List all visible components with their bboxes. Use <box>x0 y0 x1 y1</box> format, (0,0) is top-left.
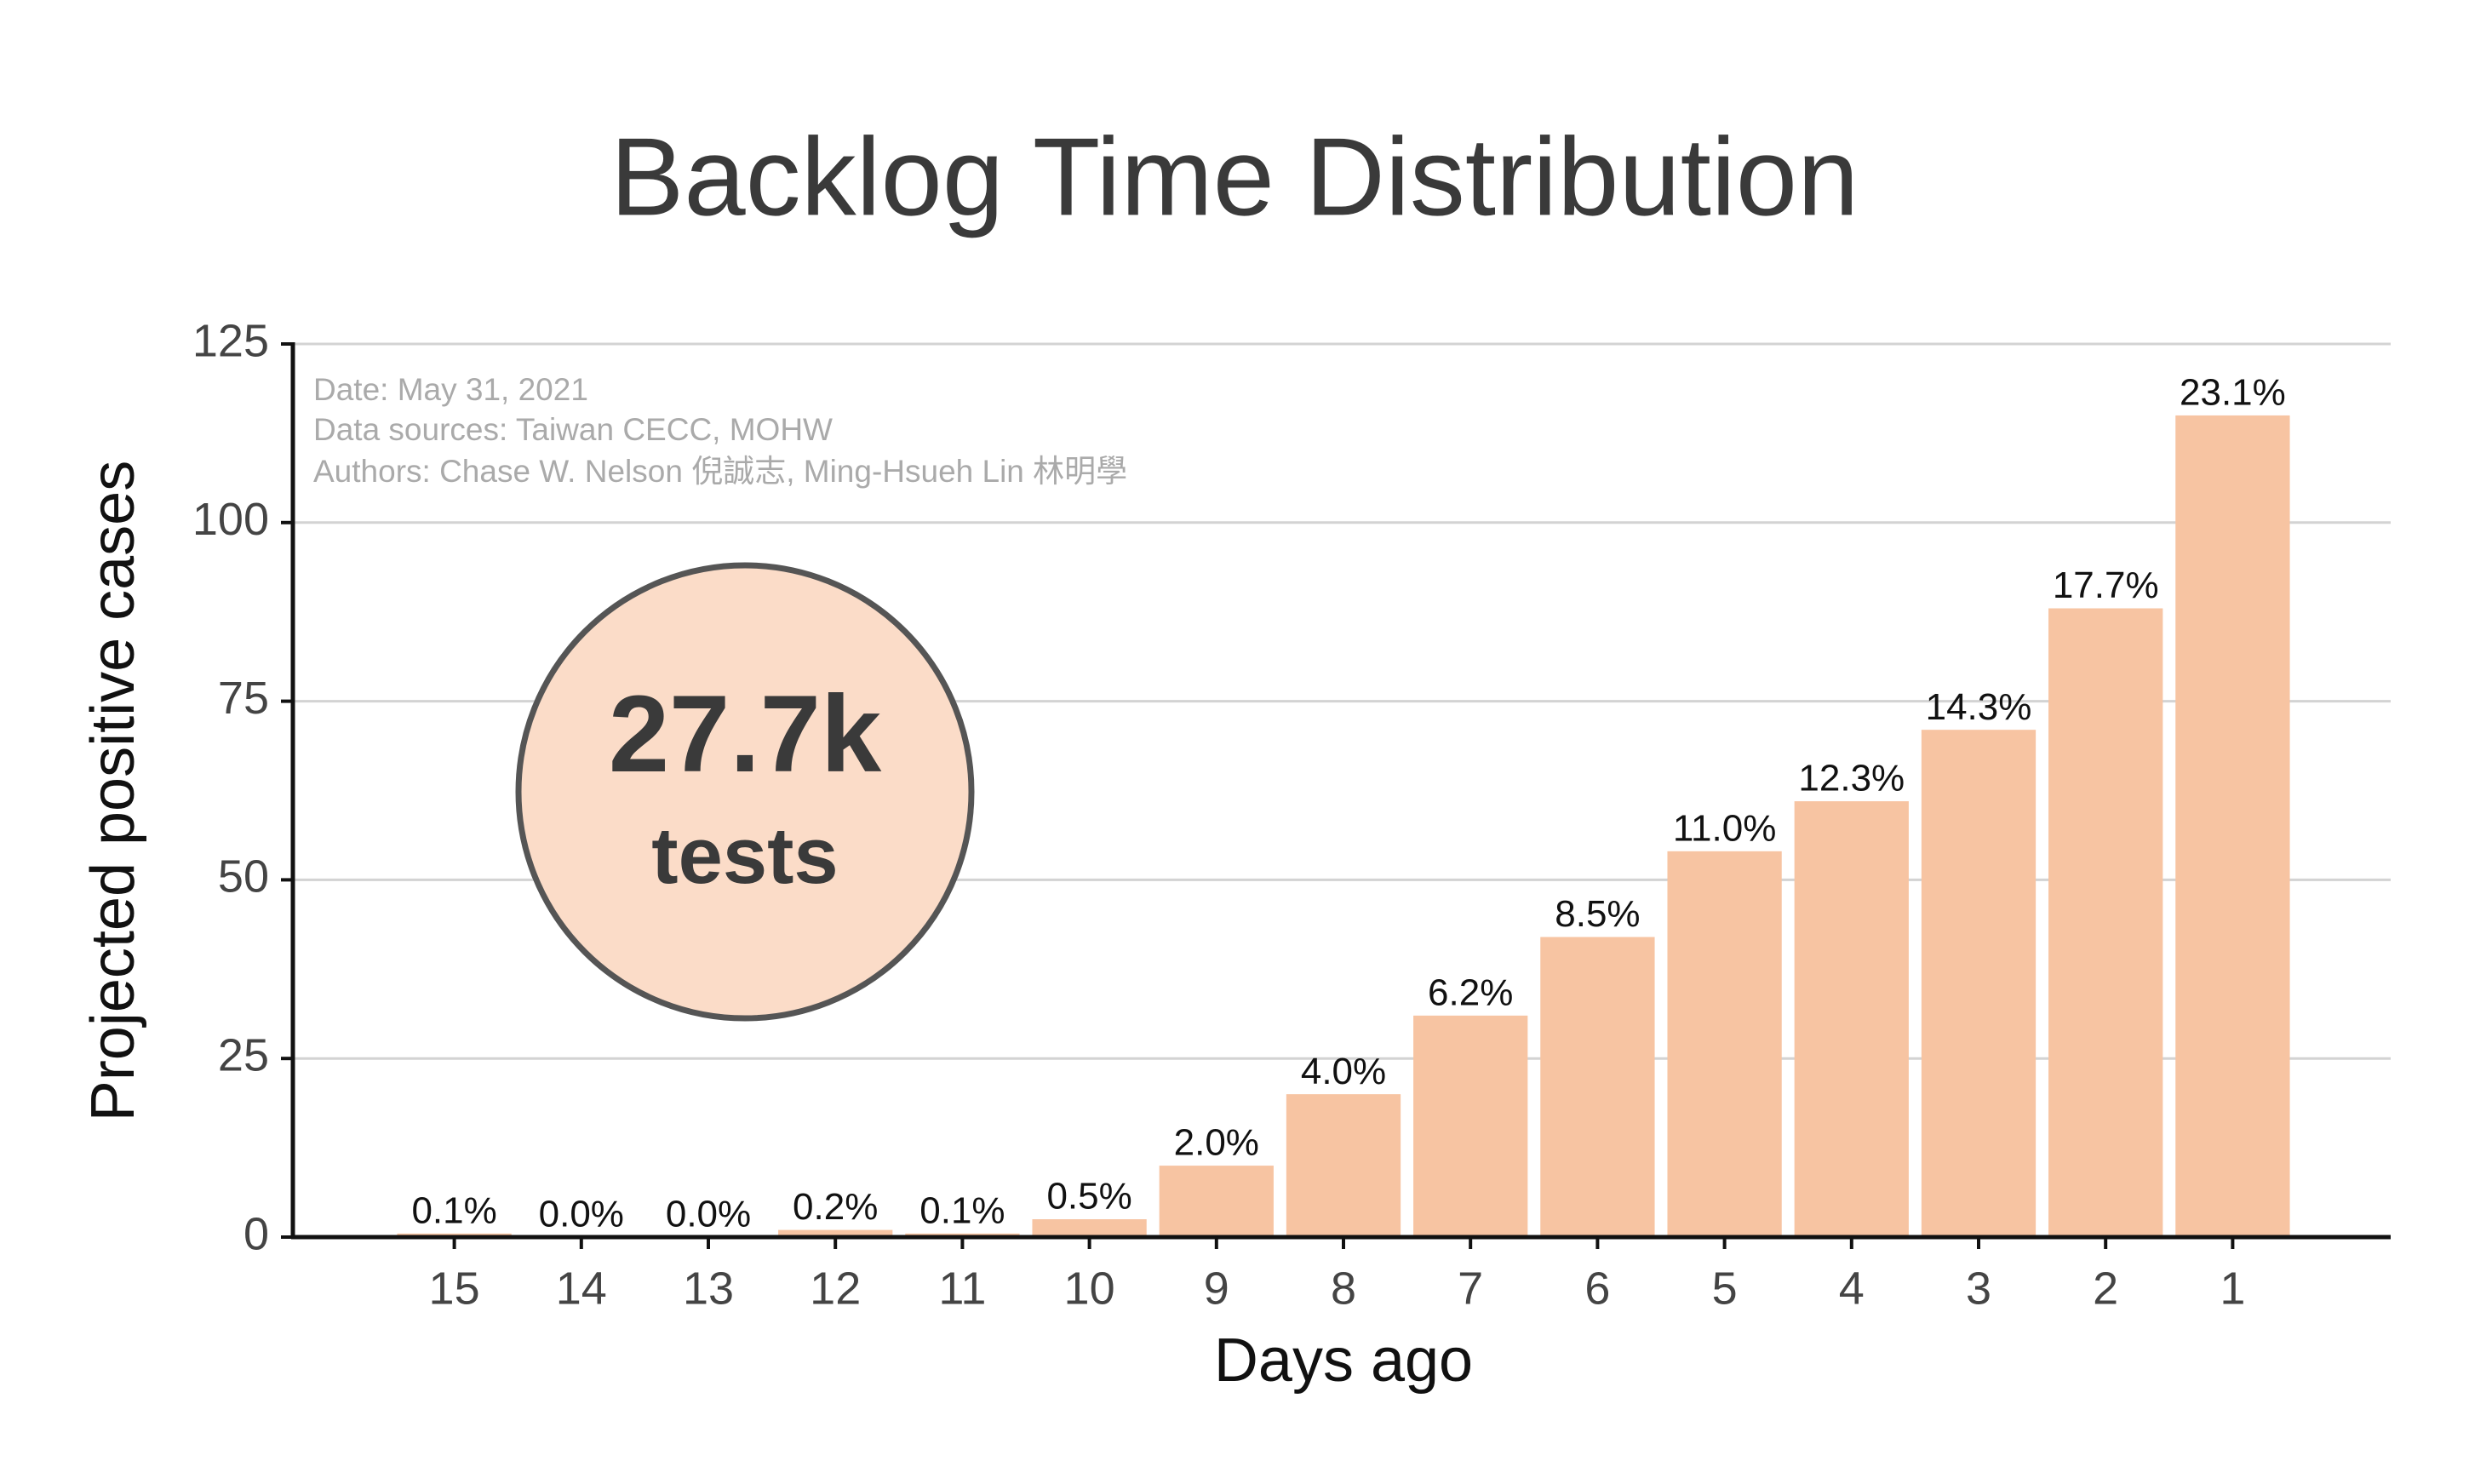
bar-label: 6.2% <box>1428 971 1513 1013</box>
bar <box>1159 1166 1274 1237</box>
x-tick-label: 5 <box>1712 1263 1738 1314</box>
bar-label: 8.5% <box>1555 893 1640 935</box>
x-tick-label: 11 <box>938 1263 986 1314</box>
bar <box>1413 1015 1528 1237</box>
bar-label: 0.0% <box>539 1194 624 1235</box>
annotation: Authors: Chase W. Nelson 倪誠志, Ming-Hsueh… <box>313 454 1127 489</box>
y-tick-label: 50 <box>218 851 269 902</box>
y-tick-label: 0 <box>243 1208 269 1259</box>
bar-label: 11.0% <box>1673 807 1777 849</box>
bar <box>778 1229 893 1237</box>
x-tick-label: 1 <box>2220 1263 2245 1314</box>
x-tick-label: 9 <box>1204 1263 1229 1314</box>
annotation: Data sources: Taiwan CECC, MOHW <box>313 412 833 447</box>
bar-label: 23.1% <box>2180 372 2286 414</box>
bar-label: 0.0% <box>666 1194 751 1235</box>
x-tick-label: 14 <box>556 1263 607 1314</box>
y-axis-title: Projected positive cases <box>79 461 147 1121</box>
x-tick-label: 10 <box>1064 1263 1115 1314</box>
badge-circle <box>515 562 975 1022</box>
bar <box>1540 937 1655 1237</box>
x-tick-label: 12 <box>810 1263 861 1314</box>
x-tick-label: 3 <box>1966 1263 1991 1314</box>
bar-label: 17.7% <box>2053 564 2159 606</box>
y-tick-label: 75 <box>218 673 269 724</box>
bar-label: 0.5% <box>1046 1176 1131 1218</box>
bar-label: 0.2% <box>793 1186 878 1228</box>
badge-unit: tests <box>651 811 838 900</box>
bar <box>1032 1219 1147 1237</box>
x-tick-label: 6 <box>1584 1263 1610 1314</box>
bar-label: 14.3% <box>1926 686 2032 728</box>
y-tick-label: 25 <box>218 1029 269 1080</box>
x-tick-label: 15 <box>429 1263 480 1314</box>
bar-label: 0.1% <box>919 1189 1005 1231</box>
x-tick-label: 4 <box>1839 1263 1865 1314</box>
bar <box>1794 801 1909 1237</box>
bar <box>1921 730 2036 1237</box>
y-tick-label: 125 <box>192 315 269 366</box>
x-tick-label: 8 <box>1331 1263 1356 1314</box>
bar-label: 4.0% <box>1301 1051 1386 1092</box>
bar <box>1667 851 1782 1237</box>
bar <box>2048 608 2163 1237</box>
bar-label: 12.3% <box>1798 758 1905 799</box>
bar <box>1286 1094 1401 1237</box>
annotation: Date: May 31, 2021 <box>313 372 588 407</box>
badge-value: 27.7k <box>609 673 882 795</box>
bar <box>2175 415 2290 1237</box>
bar-label: 0.1% <box>411 1189 496 1231</box>
chart-title: Backlog Time Distribution <box>610 114 1859 238</box>
x-tick-label: 13 <box>683 1263 734 1314</box>
x-axis-title: Days ago <box>1214 1326 1473 1395</box>
x-tick-label: 2 <box>2093 1263 2118 1314</box>
bar-label: 2.0% <box>1174 1122 1259 1164</box>
y-tick-label: 100 <box>192 494 269 545</box>
x-tick-label: 7 <box>1458 1263 1483 1314</box>
